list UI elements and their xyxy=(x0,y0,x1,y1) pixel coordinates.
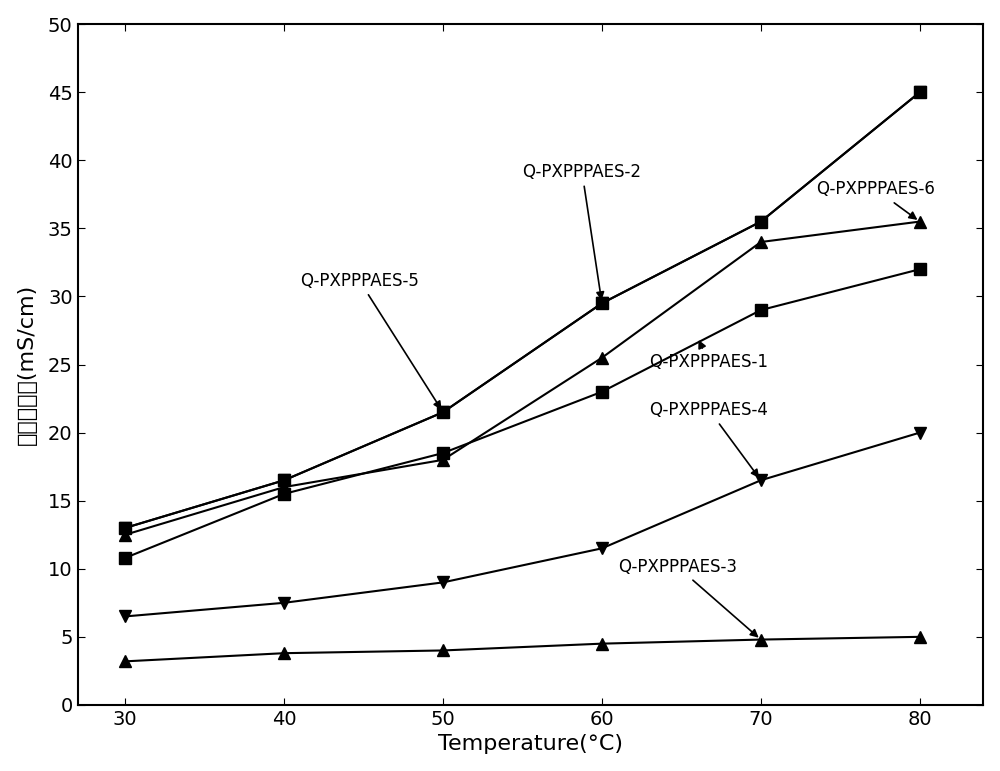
Text: Q-PXPPPAES-5: Q-PXPPPAES-5 xyxy=(300,271,441,409)
Y-axis label: 离子电导率(mS/cm): 离子电导率(mS/cm) xyxy=(17,284,37,445)
Text: Q-PXPPPAES-4: Q-PXPPPAES-4 xyxy=(650,401,768,476)
Text: Q-PXPPPAES-6: Q-PXPPPAES-6 xyxy=(816,180,935,219)
Text: Q-PXPPPAES-2: Q-PXPPPAES-2 xyxy=(522,163,641,298)
Text: Q-PXPPPAES-1: Q-PXPPPAES-1 xyxy=(650,342,769,372)
Text: Q-PXPPPAES-3: Q-PXPPPAES-3 xyxy=(618,557,757,637)
X-axis label: Temperature(°C): Temperature(°C) xyxy=(438,734,623,754)
